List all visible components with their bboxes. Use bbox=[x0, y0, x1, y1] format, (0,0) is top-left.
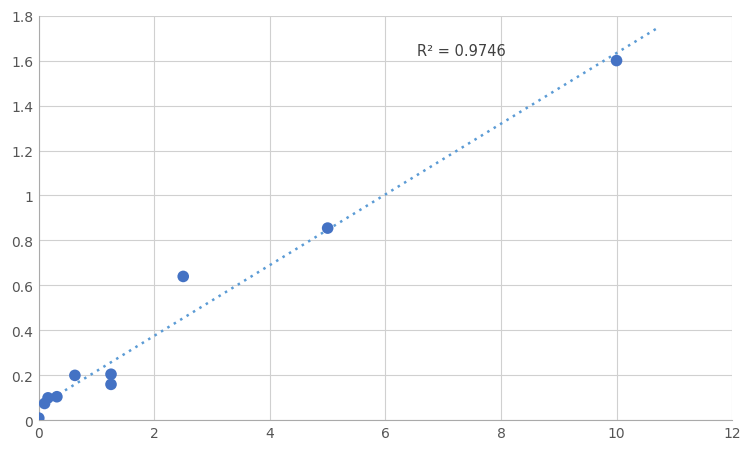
Point bbox=[38, 400, 50, 407]
Point bbox=[611, 58, 623, 65]
Text: R² = 0.9746: R² = 0.9746 bbox=[417, 43, 506, 59]
Point bbox=[177, 273, 190, 281]
Point bbox=[33, 414, 45, 422]
Point bbox=[105, 381, 117, 388]
Point bbox=[105, 371, 117, 378]
Point bbox=[51, 393, 63, 400]
Point bbox=[322, 225, 334, 232]
Point bbox=[42, 394, 54, 401]
Point bbox=[69, 372, 81, 379]
